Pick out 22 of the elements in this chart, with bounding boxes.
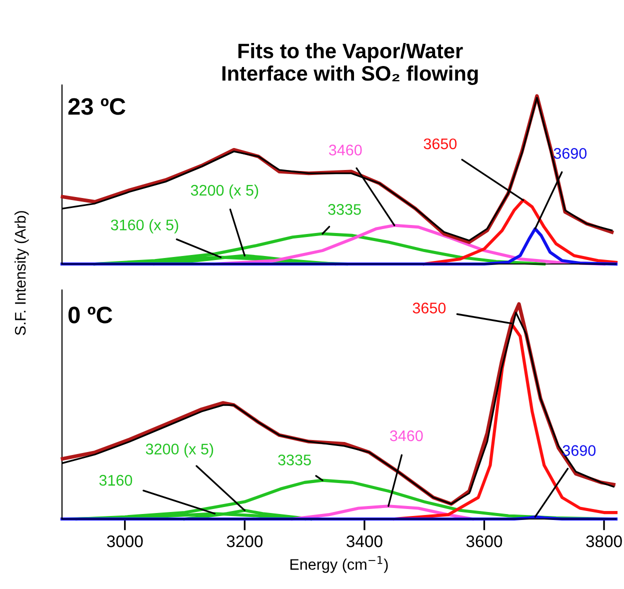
text: 3690 <box>562 445 596 456</box>
annotation: 0 ºC <box>68 306 112 324</box>
x-tick-label: 3600 <box>466 535 502 548</box>
text: 3690 <box>554 148 587 159</box>
text: 3200 (x 5) <box>146 443 214 458</box>
x-tick-label: 3400 <box>346 535 382 548</box>
series-label: 3335 <box>328 204 361 215</box>
x-tick-label: 3000 <box>106 535 143 548</box>
series-label: 3335 <box>278 454 311 466</box>
text: 3460 <box>390 430 423 442</box>
text: 3160 <box>99 474 132 486</box>
text: 3460 <box>328 144 362 156</box>
x-tick-label: 3200 <box>226 535 263 548</box>
text: 3650 <box>412 302 446 314</box>
annotation: 23 ºC <box>68 98 126 115</box>
text: 3650 <box>424 138 457 150</box>
y-axis-title: S.F. Intensity (Arb) <box>14 211 29 336</box>
chart-title: Fits to the Vapor/Water Interface with SO₂ flowing <box>222 43 478 85</box>
x-axis-title: Energy (cm$^{−1}$) <box>290 556 388 573</box>
text: 3200 (x 5) <box>190 184 258 199</box>
x-tick-label: 3800 <box>586 535 622 548</box>
series-label: 3160 (x 5) <box>110 219 178 234</box>
